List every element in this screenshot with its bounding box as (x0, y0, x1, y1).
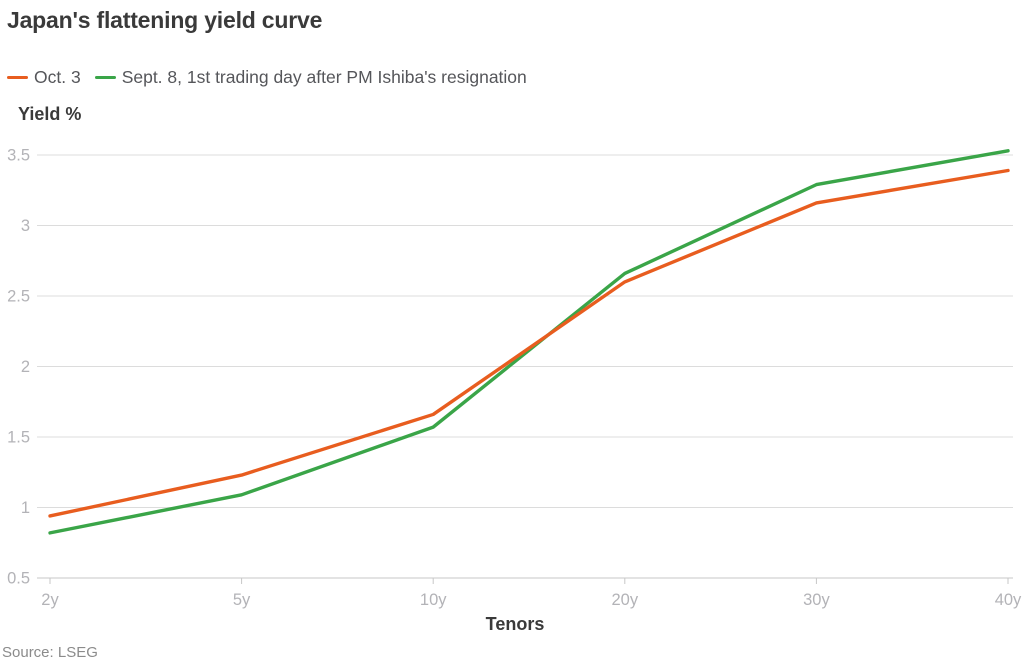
x-tick-label-10y: 10y (420, 591, 447, 609)
series-line-oct-3 (48, 168, 1010, 518)
chart-title: Japan's flattening yield curve (7, 7, 323, 33)
legend: Oct. 3 Sept. 8, 1st trading day after PM… (7, 67, 527, 88)
legend-swatch-sept-8-icon (94, 75, 116, 80)
legend-label-oct-3: Oct. 3 (34, 67, 81, 87)
y-tick-label-1.5: 1.5 (7, 429, 30, 447)
legend-item-oct-3: Oct. 3 (7, 67, 81, 88)
source-note: Source: LSEG (2, 644, 98, 661)
x-tick-label-5y: 5y (233, 591, 251, 609)
y-axis-title: Yield % (18, 104, 82, 124)
legend-item-sept-8: Sept. 8, 1st trading day after PM Ishiba… (94, 67, 527, 88)
x-tick-label-40y: 40y (995, 591, 1022, 609)
x-tick-label-30y: 30y (803, 591, 830, 609)
legend-label-sept-8: Sept. 8, 1st trading day after PM Ishiba… (121, 67, 527, 87)
y-tick-label-2.5: 2.5 (7, 288, 30, 306)
series-line-sept-8 (48, 149, 1010, 535)
x-tick-label-2y: 2y (41, 591, 59, 609)
y-tick-label-3: 3 (21, 217, 30, 235)
legend-swatch-oct-3-icon (7, 75, 28, 80)
y-tick-label-2: 2 (21, 358, 30, 376)
x-tick-label-20y: 20y (611, 591, 638, 609)
x-axis-title: Tenors (485, 614, 545, 634)
y-tick-label-1: 1 (21, 499, 30, 517)
y-tick-label-3.5: 3.5 (7, 147, 30, 165)
y-tick-label-0.5: 0.5 (7, 570, 30, 588)
